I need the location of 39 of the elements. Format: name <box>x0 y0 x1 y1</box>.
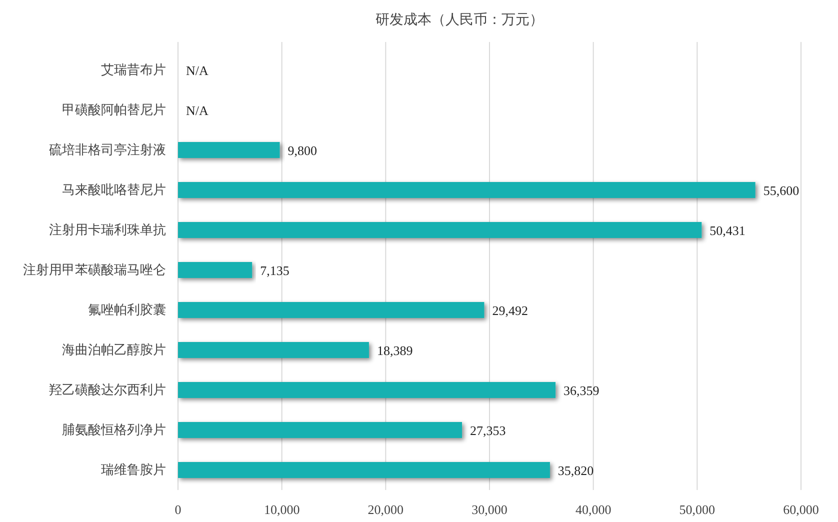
bar <box>178 382 556 398</box>
bar <box>178 342 369 358</box>
y-tick-label: 马来酸吡咯替尼片 <box>62 182 166 197</box>
y-tick-label: 海曲泊帕乙醇胺片 <box>62 342 166 357</box>
data-label: 9,800 <box>288 143 318 158</box>
y-tick-label: 羟乙磺酸达尔西利片 <box>49 382 166 397</box>
data-label: 18,389 <box>376 343 413 358</box>
x-tick-label: 30,000 <box>472 502 508 517</box>
x-tick-label: 50,000 <box>679 502 716 517</box>
text: N/A <box>186 63 208 78</box>
data-label: 36,359 <box>564 383 600 398</box>
x-tick-label: 10,000 <box>264 502 300 517</box>
y-tick-label: 艾瑞昔布片 <box>101 62 166 77</box>
bar <box>178 422 462 438</box>
y-tick-label: 注射用甲苯磺酸瑞马唑仑 <box>23 262 166 277</box>
bar <box>178 142 280 158</box>
data-label: 35,820 <box>558 463 594 478</box>
data-label: 55,600 <box>763 183 800 198</box>
bar <box>178 182 756 198</box>
x-tick-label: 0 <box>174 502 182 517</box>
data-label: 29,492 <box>492 303 528 318</box>
bar <box>178 302 484 318</box>
y-tick-label: 脯氨酸恒格列净片 <box>62 422 166 437</box>
data-label: 7,135 <box>260 263 290 278</box>
y-tick-label: 硫培非格司亭注射液 <box>49 142 166 157</box>
y-tick-label: 氟唑帕利胶囊 <box>88 302 166 317</box>
data-label: 27,353 <box>470 423 506 438</box>
y-tick-label: 注射用卡瑞利珠单抗 <box>49 222 166 237</box>
x-tick-label: 20,000 <box>368 502 404 517</box>
data-label: 50,431 <box>710 223 746 238</box>
y-tick-label: 甲磺酸阿帕替尼片 <box>62 102 166 117</box>
x-tick-label: 40,000 <box>575 502 612 517</box>
bar <box>178 262 252 278</box>
bar <box>178 222 702 238</box>
x-tick-label: 60,000 <box>783 502 819 517</box>
y-tick-label: 瑞维鲁胺片 <box>101 462 166 477</box>
chart-title: 研发成本（人民币：万元） <box>376 12 544 28</box>
text: N/A <box>186 103 208 118</box>
bar <box>178 462 550 478</box>
